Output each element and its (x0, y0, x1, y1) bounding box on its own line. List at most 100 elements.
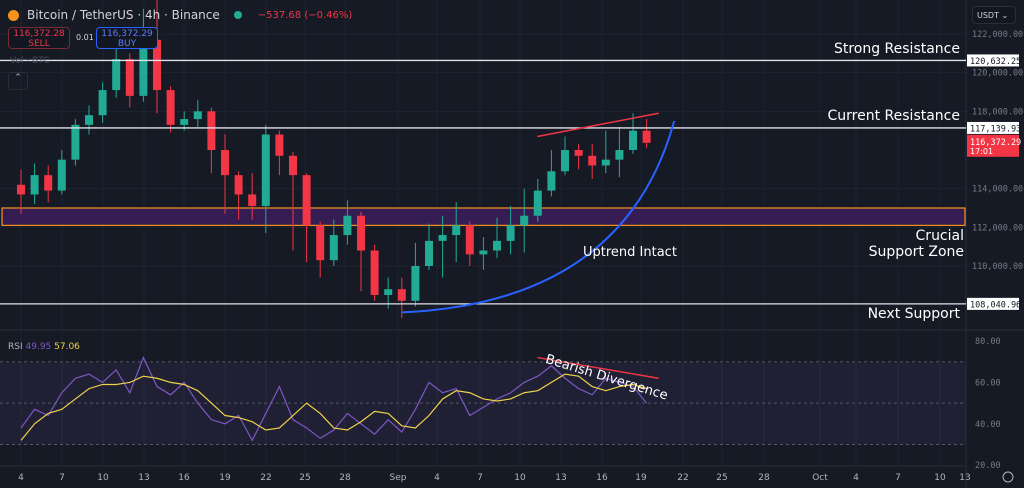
buy-price: 116,372.29 (101, 29, 153, 39)
rsi-line (20, 356, 648, 442)
chevron-down-icon: ⌄ (1001, 11, 1009, 20)
candle-body (574, 149, 583, 156)
symbol-title[interactable]: Bitcoin / TetherUS · 4h · Binance (27, 8, 220, 22)
rsi-tick: 60.00 (975, 378, 1001, 388)
sell-label: SELL (28, 39, 50, 49)
time-tick: 4 (434, 473, 440, 483)
candle-body (615, 149, 624, 160)
rsi-legend[interactable]: RSI 49.95 57.06 (8, 342, 80, 352)
candle-body (71, 124, 80, 160)
symbol-header: Bitcoin / TetherUS · 4h · Binance −537.6… (8, 8, 352, 22)
time-tick: 19 (219, 473, 231, 483)
time-tick: 16 (178, 473, 190, 483)
candle-body (357, 215, 365, 251)
level-price-tag (967, 54, 1019, 67)
uptrend-curve (402, 120, 676, 314)
level-price-text: 108,040.96 (970, 300, 1021, 310)
candle-body (248, 194, 257, 207)
candle-body (85, 115, 93, 125)
candle-body (57, 159, 66, 191)
rsi-title: RSI (8, 342, 23, 352)
level-price-text: 120,632.25 (970, 57, 1021, 67)
candle-body (370, 250, 379, 295)
support-zone (1, 207, 966, 226)
candle-body (261, 134, 270, 207)
candle-body (561, 149, 569, 172)
time-tick: 7 (59, 473, 65, 483)
rsi-tick: 80.00 (975, 337, 1001, 347)
rsi-tick: 40.00 (975, 420, 1001, 430)
time-tick: 7 (895, 473, 901, 483)
time-tick: 16 (596, 473, 608, 483)
price-tick: 120,000.00 (972, 69, 1023, 79)
last-price-text: 116,372.29 (970, 138, 1021, 148)
time-tick: 19 (635, 473, 647, 483)
candle-body (44, 175, 53, 191)
next-support-label: Next Support (867, 306, 960, 322)
support-zone-label: Crucial Support Zone (869, 228, 964, 260)
price-change: −537.68 (−0.46%) (257, 9, 353, 21)
candle-body (425, 240, 433, 266)
candle-body (221, 149, 229, 176)
candle-body (125, 59, 134, 96)
strong-resistance-label: Strong Resistance (833, 41, 960, 57)
price-tick: 110,000.00 (972, 262, 1023, 272)
uptrend-label: Uptrend Intact (583, 245, 677, 260)
candle-body (588, 155, 597, 166)
volume-legend[interactable]: Vol · BTC (10, 56, 50, 66)
time-tick: 22 (677, 473, 688, 483)
candle-body (98, 90, 107, 116)
divergence-line (537, 356, 659, 379)
time-tick: 13 (555, 473, 566, 483)
candle-body (234, 175, 243, 195)
countdown-text: 17:01 (970, 147, 993, 156)
candle-body (479, 250, 488, 255)
rsi-value: 49.95 (25, 342, 52, 352)
sell-price: 116,372.28 (13, 29, 65, 39)
settings-icon (1002, 471, 1014, 483)
time-tick: 13 (138, 473, 149, 483)
time-tick: 10 (934, 473, 946, 483)
level-price-text: 117,139.93 (970, 124, 1021, 134)
candle-body (166, 90, 175, 125)
level-price-tag (967, 297, 1019, 310)
candle-body (547, 171, 556, 191)
currency-label: USDT (977, 11, 999, 20)
support-zone-label-line1: Crucial (915, 228, 964, 244)
level-price-tag (967, 121, 1019, 134)
candle-body (601, 159, 610, 166)
candle-body (30, 175, 39, 195)
candle-body (506, 225, 515, 241)
rsi-ma-line (20, 373, 647, 441)
candle-body (533, 190, 542, 216)
time-tick: Sep (390, 473, 407, 483)
time-tick: 25 (716, 473, 727, 483)
rsi-tick: 20.00 (975, 461, 1001, 471)
sell-button[interactable]: 116,372.28 SELL (8, 27, 70, 49)
candle-body (180, 119, 189, 125)
candle-body (384, 289, 393, 295)
candle-body (397, 289, 406, 301)
collapse-legend-button[interactable]: ⌃ (8, 72, 28, 90)
price-tick: 122,000.00 (972, 30, 1023, 40)
candle-body (465, 225, 474, 255)
price-tick: 114,000.00 (972, 185, 1023, 195)
candle-body (207, 111, 216, 150)
candle-body (629, 130, 637, 150)
currency-selector[interactable]: USDT ⌄ (972, 6, 1016, 24)
buy-label: BUY (117, 39, 137, 49)
resistance-trendline (537, 112, 659, 138)
time-tick: Oct (812, 473, 828, 483)
spread: 0.01 (76, 33, 94, 42)
candle-body (17, 184, 25, 195)
time-tick: 28 (339, 473, 351, 483)
market-open-icon (233, 11, 242, 19)
time-tick: 7 (477, 473, 483, 483)
candle-body (520, 215, 529, 226)
buy-button[interactable]: 116,372.29 BUY (96, 27, 158, 49)
time-tick: 10 (514, 473, 526, 483)
candle-body (289, 155, 297, 176)
candle-body (329, 235, 338, 261)
